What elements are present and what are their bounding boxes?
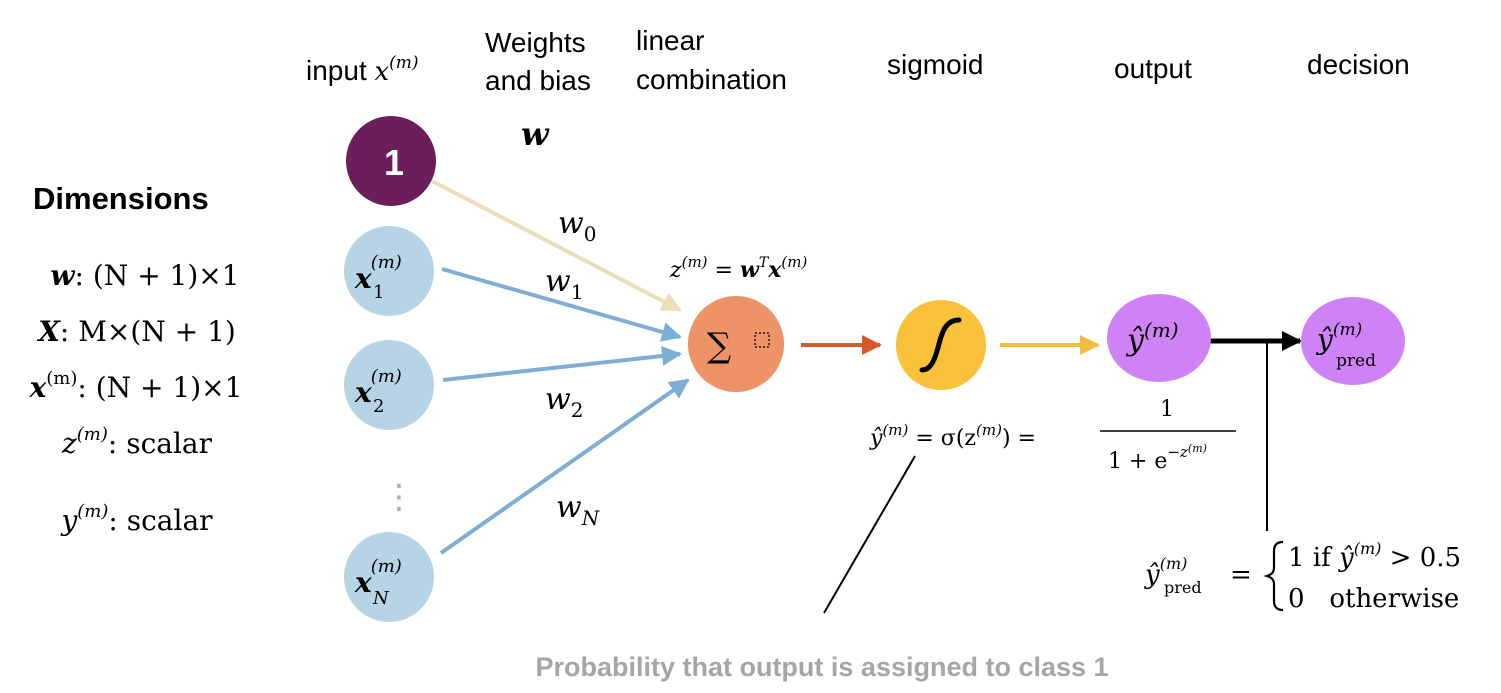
output-node-label: ŷ(m): [1125, 318, 1179, 358]
weight-label-N: wN: [556, 490, 601, 530]
arrow-xN-to-sum: [439, 378, 690, 555]
sum-node: ∑: [688, 296, 784, 392]
left-brace-icon: [1263, 540, 1284, 612]
header-weights-line1: Weights: [485, 27, 586, 58]
weight-labels: w0 w1 w2 wN: [545, 206, 601, 530]
decision-rule-lhs-subscript: pred: [1164, 578, 1202, 597]
sigmoid-equation-numerator: 1: [1160, 397, 1174, 422]
placeholder-box-icon: [754, 332, 770, 348]
weight-label-2: w2: [545, 382, 583, 422]
sigmoid-node: [896, 300, 986, 390]
dimensions-list: w: (N + 1)×1 X: M×(N + 1) x(m): (N + 1)×…: [29, 259, 243, 537]
header-output: output: [1114, 53, 1192, 84]
header-weights-line2: and bias: [485, 65, 591, 96]
linear-combination-equation: z(m) = wTx(m): [669, 253, 807, 283]
input-node-N: x(m) N: [344, 532, 434, 622]
input-node-1: x(m) 1: [344, 226, 434, 316]
sum-icon: ∑: [707, 326, 731, 366]
weight-label-1: w1: [545, 264, 583, 304]
ellipsis: ⋮: [382, 477, 416, 517]
header-linear-line1: linear: [636, 25, 704, 56]
decision-rule-case-1: 1 if ŷ(m) > 0.5: [1288, 539, 1461, 573]
sigmoid-curve-icon: [919, 317, 962, 373]
input-node-2: x(m) 2: [344, 340, 434, 430]
arrow-bias-to-sum: [431, 179, 682, 312]
arrow-x2-to-sum: [442, 346, 682, 382]
header-input: input x(m): [306, 53, 419, 87]
decision-rule-case-2: 0 otherwise: [1288, 584, 1459, 614]
dimension-row-y: y(m): scalar: [59, 501, 213, 537]
dimension-row-x: x(m): (N + 1)×1: [29, 368, 243, 404]
header-sigmoid: sigmoid: [887, 49, 983, 80]
decision-rule-lhs: ŷ(m): [1144, 554, 1187, 590]
input-node-2-subscript: 2: [373, 396, 384, 417]
bias-node: 1: [346, 116, 436, 206]
input-node-N-label: x(m): [354, 556, 402, 599]
arrow-x1-to-sum: [441, 267, 682, 342]
dimension-row-w: w: (N + 1)×1: [50, 259, 239, 292]
header-decision: decision: [1307, 49, 1410, 80]
decision-rule-equation: ŷ(m) pred = 1 if ŷ(m) > 0.5 0 otherwise: [1144, 539, 1461, 614]
dimension-row-X: X: M×(N + 1): [36, 315, 236, 348]
input-node-N-subscript: N: [372, 588, 390, 609]
input-node-1-subscript: 1: [373, 282, 384, 303]
header-linear-line2: combination: [636, 64, 787, 95]
decision-node: ŷ(m) pred: [1301, 297, 1405, 385]
bias-node-label: 1: [384, 142, 404, 183]
weight-label-0: w0: [558, 206, 596, 246]
input-node-2-label: x(m): [354, 366, 402, 409]
sigmoid-equation-denominator: 1 + e−z(m): [1108, 442, 1207, 474]
input-node-1-label: x(m): [354, 252, 402, 295]
probability-callout-line: [823, 455, 916, 614]
output-node: ŷ(m): [1107, 294, 1211, 382]
decision-node-label: ŷ(m): [1315, 320, 1362, 356]
weight-vector-symbol: w: [521, 115, 550, 153]
sigmoid-equation-lhs: ŷ(m) = σ(z(m)) =: [869, 421, 1036, 451]
decision-rule-equals: =: [1230, 560, 1252, 590]
dimensions-title: Dimensions: [33, 181, 209, 216]
probability-caption: Probability that output is assigned to c…: [535, 652, 1108, 682]
decision-node-subscript: pred: [1336, 351, 1376, 371]
dimension-row-z: z(m): scalar: [61, 424, 213, 460]
sigmoid-equation: ŷ(m) = σ(z(m)) = 1 1 + e−z(m): [869, 397, 1236, 474]
